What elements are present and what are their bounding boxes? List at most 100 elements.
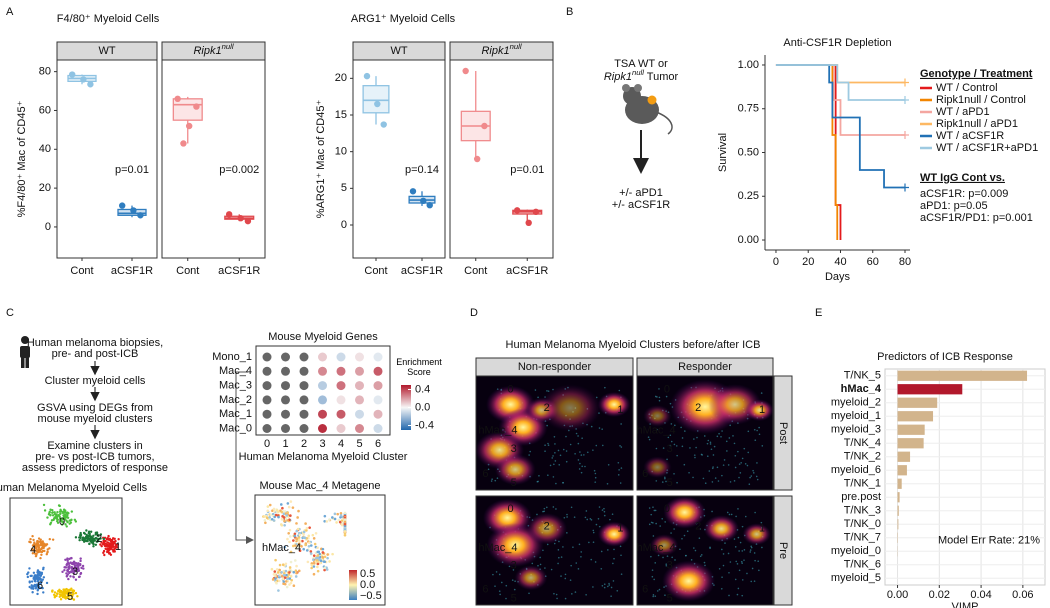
umap-cell (105, 545, 108, 548)
cluster-label: 6 (482, 468, 488, 480)
umap-cell (63, 568, 66, 572)
cell (716, 466, 719, 469)
umap-cell (95, 537, 99, 540)
cell (724, 542, 726, 544)
cell (592, 541, 595, 544)
cell (552, 455, 554, 457)
legend-title-box: Enrichment Score (396, 357, 442, 377)
umap-cell (107, 534, 110, 538)
umap-cell (316, 562, 320, 566)
cell (555, 593, 558, 596)
x-tick-label: aCSF1R (111, 265, 153, 277)
umap-cell (76, 569, 80, 573)
umap-cell (286, 577, 289, 581)
cell (692, 476, 694, 479)
dot (299, 352, 309, 362)
umap-cell (34, 575, 37, 579)
dot (336, 366, 346, 376)
umap-cell (28, 567, 31, 570)
umap-cell (77, 562, 80, 565)
cell (757, 560, 759, 563)
bar (897, 411, 934, 422)
y-tick-label: 1.00 (738, 59, 759, 71)
umap-cell (39, 540, 42, 543)
umap-cell (343, 527, 347, 530)
umap-cell (305, 529, 308, 532)
cell (598, 506, 601, 508)
cell (737, 536, 740, 539)
cell (564, 577, 567, 580)
umap-cell (281, 506, 284, 510)
umap-cell (92, 534, 95, 537)
umap-cell (65, 575, 69, 578)
text-part: Ripk1 (481, 45, 509, 57)
dot (281, 381, 290, 391)
cell (717, 480, 720, 482)
legend-label: Ripk1null / Control (936, 94, 1026, 106)
umap-cell (52, 593, 56, 596)
step-text: GSVA using DEGs from (37, 402, 153, 414)
umap-cell (274, 574, 277, 578)
cell (547, 442, 549, 445)
umap-cell (72, 598, 76, 601)
bar (897, 370, 1028, 381)
umap-cell (49, 521, 53, 524)
cell (536, 480, 539, 483)
umap-cell (66, 569, 69, 572)
umap-cell (65, 519, 68, 522)
cell (686, 530, 689, 532)
cell (558, 463, 561, 466)
cell (658, 396, 661, 399)
umap-cell (280, 517, 284, 521)
y-axis-label: %F4/80⁺ Mac of CD45⁺ (16, 100, 28, 217)
umap-cell (106, 547, 110, 550)
cell (756, 478, 759, 481)
cell (734, 546, 737, 548)
umap-cell (282, 569, 286, 573)
y-tick-label: T/NK_7 (844, 532, 881, 544)
cell (595, 444, 598, 447)
umap-cell (51, 590, 54, 593)
text-part: null (510, 42, 522, 51)
cell (654, 509, 657, 512)
umap-cell (282, 582, 285, 586)
umap-cell (339, 512, 343, 515)
cluster-label: 1 (115, 541, 121, 553)
cell (552, 476, 555, 478)
y-tick-label: T/NK_3 (844, 505, 881, 517)
umap-cell (89, 539, 93, 543)
y-tick-label: Mac_3 (219, 380, 252, 392)
y-tick-label: 0.00 (738, 234, 759, 246)
umap-cell (33, 552, 37, 555)
umap-cell (106, 536, 109, 540)
cell (537, 564, 539, 567)
cell (585, 510, 588, 512)
umap-cell (294, 546, 298, 550)
data-point (237, 215, 244, 222)
umap-cell (339, 514, 343, 517)
cell (664, 476, 666, 479)
umap-cell (109, 539, 113, 543)
umap-cell (281, 577, 285, 581)
cell (700, 453, 703, 456)
cell (664, 521, 666, 523)
cell (588, 541, 590, 544)
umap-cell (70, 567, 74, 570)
cell (652, 595, 654, 598)
cell (737, 450, 739, 453)
density-blob (494, 453, 536, 486)
y-tick-label: Mac_1 (219, 408, 252, 420)
data-point (462, 67, 469, 75)
umap-cell (307, 534, 311, 538)
umap-cell (286, 519, 289, 522)
cell (603, 514, 606, 517)
cell (654, 562, 657, 564)
dot (373, 352, 383, 362)
cluster-label: 5 (667, 592, 673, 604)
umap-cell (326, 556, 329, 560)
x-tick-label: 0.04 (970, 589, 991, 601)
x-tick-label: 60 (867, 256, 879, 268)
umap-cell (111, 545, 115, 549)
umap-cell (333, 512, 337, 516)
umap-cell (310, 566, 313, 570)
